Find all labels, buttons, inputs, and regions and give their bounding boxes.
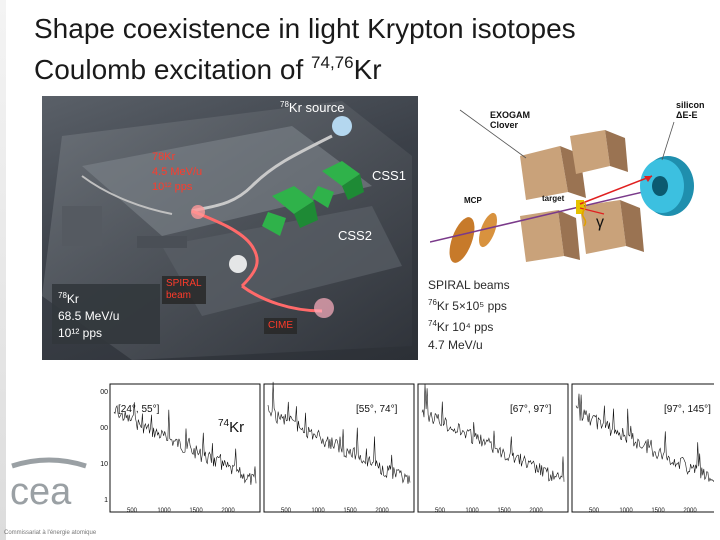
target-label: target xyxy=(542,194,565,203)
silicon-detector xyxy=(640,156,694,216)
gamma-spectra: [24°, 55°] 500 1000 1500 2000 [55°, 74°] 500 10… xyxy=(92,378,720,530)
spectrum-panel-label: [24°, 55°] xyxy=(118,404,160,415)
x-tick-label: 1000 xyxy=(157,508,171,514)
spectrum-trace xyxy=(421,383,565,482)
x-tick-label: 2000 xyxy=(683,508,697,514)
source-label: 78Kr source xyxy=(280,100,345,115)
spiral-title: SPIRAL beams xyxy=(428,278,510,292)
x-tick-label: 2000 xyxy=(375,508,389,514)
y-tick-label: 1 xyxy=(104,497,108,504)
x-tick-label: 1000 xyxy=(311,508,325,514)
css2-label: CSS2 xyxy=(338,228,372,243)
x-tick-label: 500 xyxy=(435,508,446,514)
cea-logo-mark: cea xyxy=(10,457,87,513)
spectrum-panel-label: [55°, 74°] xyxy=(356,404,398,415)
x-tick-label: 1000 xyxy=(619,508,633,514)
css1-label: CSS1 xyxy=(372,168,406,183)
spiral-beams-info: SPIRAL beams 76Kr 5×10⁵ pps 74Kr 10⁴ pps… xyxy=(428,276,510,354)
title-isotope-mass: 74,76 xyxy=(311,53,354,72)
x-tick-label: 1500 xyxy=(189,508,203,514)
kr78-name: 78Kr xyxy=(58,291,79,306)
spiral-kr74: 74Kr 10⁴ pps xyxy=(428,319,494,334)
spectrum-panel-label: [97°, 145°] xyxy=(664,404,711,415)
y-tick-label: 10 xyxy=(100,461,108,468)
kr78-beam-info: 78Kr 68.5 MeV/u 10¹² pps xyxy=(52,284,160,344)
x-tick-label: 500 xyxy=(127,508,138,514)
kr78-intensity: 10¹² pps xyxy=(58,326,103,340)
x-tick-label: 1500 xyxy=(651,508,665,514)
gamma-label: γ xyxy=(596,214,604,231)
x-tick-label: 1000 xyxy=(465,508,479,514)
y-tick-label: 100 xyxy=(100,425,108,432)
mcp-label: MCP xyxy=(464,196,482,205)
slide-title: Shape coexistence in light Krypton isoto… xyxy=(34,12,576,87)
spiral-beam-label: SPIRAL beam xyxy=(162,276,206,304)
primary-beam-label: 78Kr 4.5 MeV/u 10¹² pps xyxy=(152,151,203,193)
title-line-2-prefix: Coulomb excitation of xyxy=(34,54,312,85)
x-tick-label: 500 xyxy=(589,508,600,514)
spectrum-trace xyxy=(575,393,719,485)
title-element: Kr xyxy=(353,54,382,85)
exogam-clover xyxy=(520,130,644,262)
setup-drawing xyxy=(429,109,694,263)
spiral-kr76: 76Kr 5×10⁵ pps xyxy=(428,298,507,313)
spectrum-panel-frame xyxy=(571,383,720,513)
x-tick-label: 2000 xyxy=(221,508,235,514)
kr78-energy: 68.5 MeV/u xyxy=(58,309,120,323)
title-line-2: Coulomb excitation of 74,76Kr xyxy=(34,46,576,87)
exogam-label: EXOGAM Clover xyxy=(490,110,531,130)
spectrum-trace xyxy=(267,381,411,484)
cea-logo: cea xyxy=(4,456,94,514)
spiral-energy: 4.7 MeV/u xyxy=(428,338,483,352)
spectrum-panel-label: [67°, 97°] xyxy=(510,404,552,415)
x-tick-label: 500 xyxy=(281,508,292,514)
spectra-isotope-label: 74Kr xyxy=(218,418,245,436)
spectra-drawing: [24°, 55°]500 1000 1500 2000[55°, 74°]500 10… xyxy=(92,381,720,514)
cime-label: CIME xyxy=(264,318,297,334)
setup-illustration: EXOGAM Clover silicon ΔE-E MCP target γ xyxy=(429,96,720,272)
silicon-label: silicon ΔE-E xyxy=(676,100,705,120)
title-line-1: Shape coexistence in light Krypton isoto… xyxy=(34,13,576,44)
spectrum-trace xyxy=(113,402,257,485)
target-foil xyxy=(576,200,584,214)
css1-cyclotron xyxy=(312,161,364,208)
x-tick-label: 1500 xyxy=(497,508,511,514)
mcp-disc xyxy=(449,217,475,263)
logo-text: cea xyxy=(10,471,72,513)
x-tick-label: 2000 xyxy=(529,508,543,514)
y-tick-label: 1000 xyxy=(100,389,108,396)
footer-text: Commissariat à l'énergie atomique xyxy=(4,530,97,536)
x-tick-label: 1500 xyxy=(343,508,357,514)
slide-edge xyxy=(0,0,6,540)
css2-cyclotron xyxy=(262,186,318,236)
